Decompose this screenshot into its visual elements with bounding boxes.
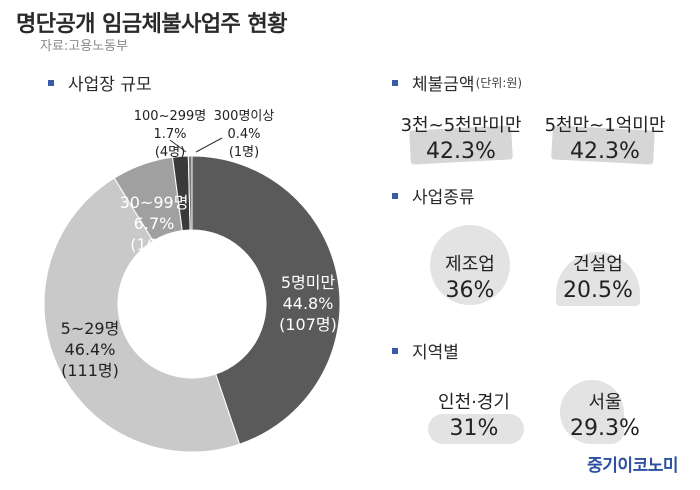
bullet-icon	[392, 192, 398, 199]
section-industry: 사업종류	[392, 183, 475, 208]
slice-label-5-under: 5명미만 44.8% (107명)	[258, 272, 358, 335]
leader-line-0	[169, 139, 187, 153]
amount-item: 3천~5천만미만 42.3%	[386, 111, 536, 164]
slice-count: (16명)	[130, 235, 178, 254]
amount-label: 3천~5천만미만	[400, 115, 522, 136]
amount-item: 5천만~1억미만 42.3%	[530, 111, 680, 164]
section-industry-label: 사업종류	[412, 188, 475, 208]
industry-value: 36%	[445, 278, 495, 303]
amount-value: 42.3%	[426, 139, 496, 164]
slice-percent: 46.4%	[64, 340, 116, 359]
page-title: 명단공개 임금체불사업주 현황	[16, 12, 287, 37]
bullet-icon	[392, 347, 398, 354]
slice-label-100-299: 100~299명 1.7% (4명)	[120, 108, 220, 162]
slice-count: (1명)	[228, 145, 260, 160]
slice-label-30-99: 30~99명 6.7% (16명)	[104, 192, 204, 255]
industry-label: 건설업	[573, 254, 623, 275]
leader-line-1	[195, 137, 223, 153]
slice-name: 300명이상	[213, 109, 275, 124]
bullet-icon	[48, 79, 54, 86]
donut-slice-4	[187, 155, 193, 231]
industry-item: 제조업 36%	[410, 250, 530, 303]
amount-value: 42.3%	[570, 139, 640, 164]
slice-name: 30~99명	[119, 193, 189, 212]
section-region-label: 지역별	[412, 343, 459, 363]
donut-slice-0	[191, 155, 341, 445]
industry-item: 건설업 20.5%	[538, 250, 658, 303]
slice-percent: 1.7%	[153, 127, 187, 142]
section-amount-unit: (단위:원)	[475, 76, 523, 90]
region-value: 29.3%	[570, 416, 640, 441]
factory-icon	[430, 225, 510, 305]
slice-name: 5~29명	[60, 319, 120, 338]
slice-label-5-29: 5~29명 46.4% (111명)	[40, 318, 140, 381]
region-label: 인천·경기	[438, 392, 510, 413]
source-note: 자료:고용노동부	[40, 39, 129, 54]
section-size-label: 사업장 규모	[68, 75, 152, 95]
slice-name: 5명미만	[280, 273, 336, 292]
brand-logo: 중기이코노미	[587, 456, 678, 476]
bullet-icon	[392, 79, 398, 86]
slice-count: (107명)	[279, 315, 337, 334]
slice-label-300-plus: 300명이상 0.4% (1명)	[194, 108, 294, 162]
region-item: 인천·경기 31%	[404, 388, 544, 441]
section-size: 사업장 규모	[48, 70, 152, 95]
slice-name: 100~299명	[133, 109, 207, 124]
region-value: 31%	[449, 416, 499, 441]
donut-slice-1	[43, 177, 241, 453]
industry-label: 제조업	[445, 254, 495, 275]
region-item: 서울 29.3%	[540, 388, 670, 441]
section-region: 지역별	[392, 338, 459, 363]
section-amount-label: 체불금액	[412, 75, 475, 95]
section-amount: 체불금액 (단위:원)	[392, 70, 522, 95]
slice-percent: 0.4%	[227, 127, 261, 142]
slice-percent: 44.8%	[282, 294, 334, 313]
industry-value: 20.5%	[563, 278, 633, 303]
region-emblem-icon	[560, 380, 624, 444]
region-label: 서울	[588, 392, 622, 413]
slice-count: (4명)	[154, 145, 186, 160]
slice-count: (111명)	[61, 361, 119, 380]
slice-percent: 6.7%	[133, 214, 175, 233]
region-emblem-icon	[428, 414, 524, 444]
amount-label: 5천만~1억미만	[544, 115, 666, 136]
